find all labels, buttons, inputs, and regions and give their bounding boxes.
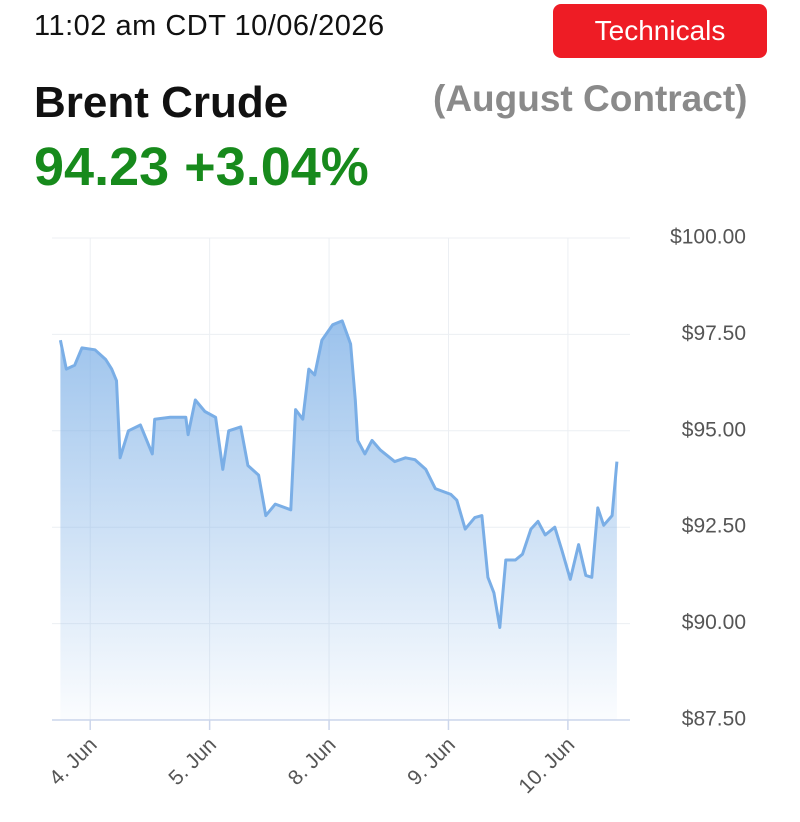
y-tick-label: $97.50 bbox=[682, 322, 746, 345]
x-tick-label: 9. Jun bbox=[403, 733, 460, 790]
y-tick-label: $95.00 bbox=[682, 418, 746, 441]
y-tick-label: $92.50 bbox=[682, 515, 746, 538]
y-tick-label: $87.50 bbox=[682, 708, 746, 731]
price-line bbox=[58, 319, 619, 629]
instrument-name: Brent Crude bbox=[34, 78, 289, 127]
technicals-button[interactable]: Technicals bbox=[553, 4, 767, 58]
area-fill bbox=[60, 320, 617, 720]
timestamp: 11:02 am CDT 10/06/2026 bbox=[34, 10, 385, 42]
y-tick-label: $100.00 bbox=[670, 226, 746, 249]
quote: 94.23 +3.04% bbox=[34, 137, 369, 197]
x-tick-label: 8. Jun bbox=[284, 733, 341, 790]
contract: (August Contract) bbox=[433, 78, 748, 119]
y-tick-label: $90.00 bbox=[682, 611, 746, 634]
x-tick-label: 5. Jun bbox=[164, 733, 221, 790]
x-tick-label: 10. Jun bbox=[514, 733, 579, 798]
x-tick-label: 4. Jun bbox=[45, 733, 102, 790]
